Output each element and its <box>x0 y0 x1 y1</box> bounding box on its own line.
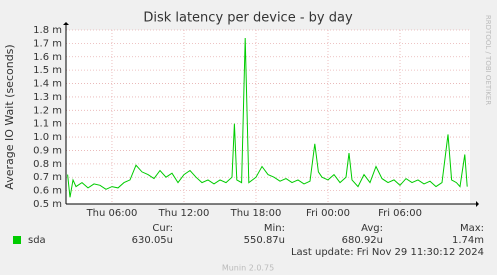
y-tick-label: 0.7 m <box>33 172 62 183</box>
legend-header: Cur: <box>152 223 173 234</box>
y-tick-label: 1.3 m <box>33 92 62 103</box>
last-update: Last update: Fri Nov 29 11:30:12 2024 <box>291 247 484 258</box>
legend-value: 1.74m <box>452 235 484 246</box>
y-tick-label: 1.2 m <box>33 105 62 116</box>
legend-value: 680.92u <box>342 235 383 246</box>
legend-header: Max: <box>460 223 484 234</box>
y-tick-label: 0.6 m <box>33 186 62 197</box>
y-axis-label: Average IO Wait (seconds) <box>3 44 16 189</box>
series-line <box>67 37 468 198</box>
plot-area <box>66 30 470 204</box>
y-tick-label: 1.8 m <box>33 25 62 36</box>
marks <box>67 37 468 198</box>
axis-arrow <box>476 201 479 207</box>
legend-header: Avg: <box>361 223 383 234</box>
y-tick-label: 1.6 m <box>33 52 62 63</box>
y-tick-label: 0.8 m <box>33 159 62 170</box>
y-tick-label: 1.4 m <box>33 79 62 90</box>
y-tick-label: 1.7 m <box>33 38 62 49</box>
axis-arrow <box>63 22 69 25</box>
legend-value: 550.87u <box>244 235 285 246</box>
footer: Munin 2.0.75 <box>222 264 274 273</box>
y-tick-label: 1.5 m <box>33 65 62 76</box>
x-tick-label: Fri 06:00 <box>378 208 422 219</box>
x-tick-label: Fri 00:00 <box>306 208 350 219</box>
y-tick-label: 0.5 m <box>33 199 62 210</box>
legend-label: sda <box>28 235 46 246</box>
legend-value: 630.05u <box>132 235 173 246</box>
legend-swatch <box>13 236 21 244</box>
legend-header: Min: <box>264 223 285 234</box>
y-tick-label: 0.9 m <box>33 145 62 156</box>
y-tick-label: 1.0 m <box>33 132 62 143</box>
x-tick-label: Thu 18:00 <box>230 208 282 219</box>
x-tick-label: Thu 12:00 <box>158 208 210 219</box>
y-tick-label: 1.1 m <box>33 119 62 130</box>
chart-title: Disk latency per device - by day <box>143 11 353 26</box>
side-text: RRDTOOL / TOBI OETIKER <box>484 15 492 105</box>
x-tick-label: Thu 06:00 <box>86 208 138 219</box>
